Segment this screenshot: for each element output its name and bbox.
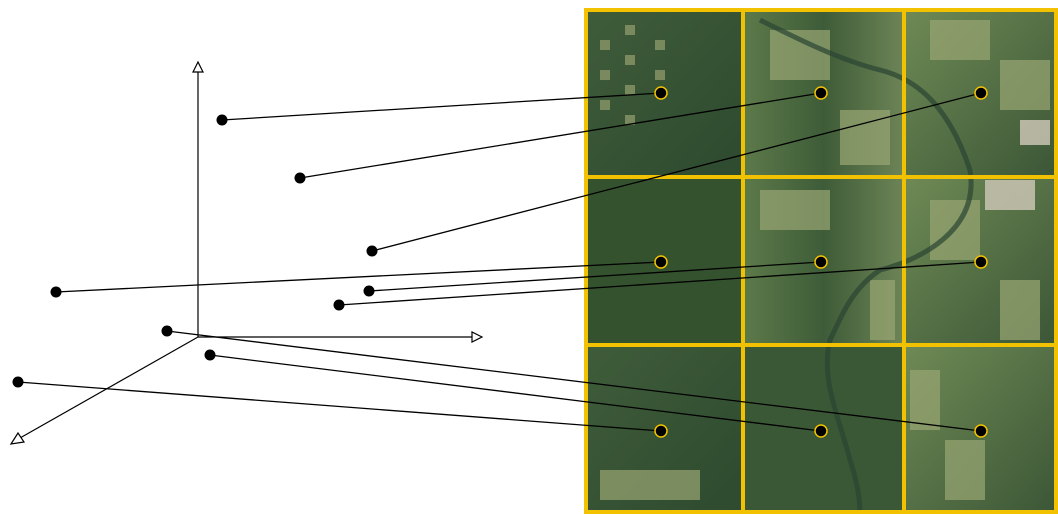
diagram: [0, 0, 1058, 514]
embedding-points: [13, 115, 378, 388]
